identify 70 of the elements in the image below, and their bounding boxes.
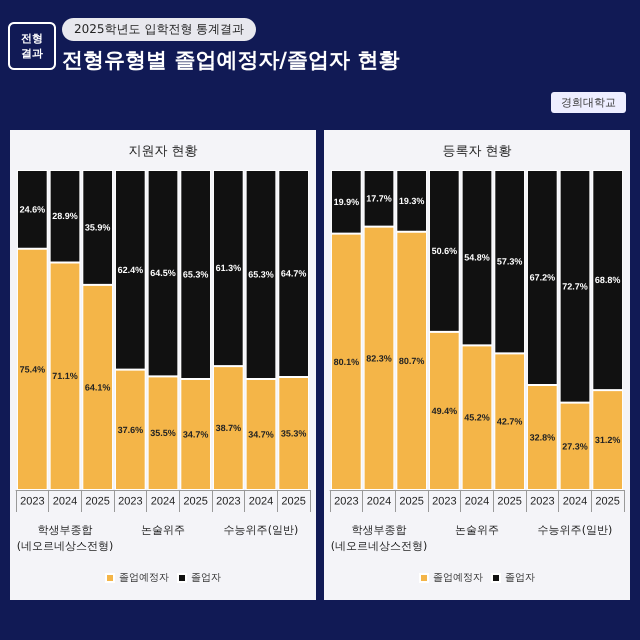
text: 학생부종합 (네오르네상스전형) — [16, 524, 114, 552]
x-tick-label: 2023 — [530, 496, 555, 508]
data-label: 49.4% — [432, 406, 458, 416]
text: 논술위주 — [141, 524, 185, 536]
x-tick-label: 2024 — [464, 496, 490, 508]
data-label: 19.9% — [334, 196, 360, 207]
data-label: 19.3% — [398, 196, 424, 206]
data-label: 35.3% — [280, 428, 306, 439]
data-label: 71.1% — [52, 371, 78, 382]
x-tick-label: 2025 — [85, 496, 110, 508]
x-tick-label: 2023 — [432, 496, 457, 508]
data-label: 72.7% — [562, 281, 588, 292]
x-tick-label: 2024 — [248, 496, 274, 508]
data-label: 80.7% — [398, 356, 424, 366]
data-label: 61.3% — [216, 263, 242, 274]
x-tick-label: 2024 — [562, 496, 588, 508]
data-label: 75.4% — [20, 364, 46, 374]
x-tick-label: 2025 — [183, 496, 208, 508]
data-label: 34.7% — [248, 429, 274, 440]
x-tick-label: 2025 — [595, 496, 620, 508]
data-label: 37.6% — [118, 424, 144, 435]
legend-label: 졸업자 — [191, 572, 221, 584]
data-label: 68.8% — [594, 275, 620, 286]
data-label: 57.3% — [496, 256, 522, 267]
data-label: 65.3% — [248, 269, 274, 280]
data-label: 24.6% — [20, 204, 46, 214]
data-label: 31.2% — [594, 435, 620, 446]
x-tick-label: 2024 — [150, 496, 176, 508]
data-label: 64.1% — [84, 382, 110, 392]
data-label: 67.2% — [530, 272, 556, 283]
data-label: 42.7% — [496, 416, 522, 427]
data-label: 45.2% — [464, 412, 490, 423]
data-label: 35.9% — [84, 222, 110, 232]
x-tick-label: 2023 — [20, 496, 45, 508]
text: 전형결과 — [20, 31, 44, 61]
data-label: 64.7% — [280, 268, 306, 279]
text: 학생부종합 (네오르네상스전형) — [330, 524, 428, 552]
x-tick-label: 2024 — [52, 496, 78, 508]
x-tick-label: 2023 — [216, 496, 241, 508]
data-label: 50.6% — [432, 246, 458, 256]
data-label: 17.7% — [366, 193, 392, 204]
text: 논술위주 — [455, 524, 499, 536]
data-label: 32.8% — [530, 432, 556, 443]
legend-label: 졸업예정자 — [433, 572, 483, 584]
data-label: 35.5% — [150, 428, 176, 438]
data-label: 80.1% — [334, 356, 360, 367]
chart-title: 등록자 현황 — [442, 144, 512, 159]
data-label: 82.3% — [366, 353, 392, 364]
text: 수능위주(일반) — [538, 524, 612, 536]
text: 경희대학교 — [551, 92, 626, 113]
data-label: 38.7% — [216, 423, 242, 434]
data-label: 54.8% — [464, 252, 490, 263]
x-tick-label: 2024 — [366, 496, 392, 508]
data-label: 65.3% — [182, 269, 208, 280]
text: 전형유형별 졸업예정자/졸업자 현황 — [62, 47, 400, 74]
legend-label: 졸업예정자 — [119, 572, 169, 584]
x-tick-label: 2025 — [497, 496, 522, 508]
x-tick-label: 2023 — [118, 496, 143, 508]
data-label: 34.7% — [182, 429, 208, 440]
legend-label: 졸업자 — [505, 572, 535, 584]
x-tick-label: 2025 — [399, 496, 424, 508]
data-label: 64.5% — [150, 268, 176, 278]
data-label: 27.3% — [562, 441, 588, 452]
chart-title: 지원자 현황 — [128, 144, 198, 159]
text: 2025학년도 입학전형 통계결과 — [62, 18, 256, 41]
x-tick-label: 2023 — [334, 496, 359, 508]
text: 수능위주(일반) — [224, 524, 298, 536]
data-label: 62.4% — [118, 264, 144, 275]
x-tick-label: 2025 — [281, 496, 306, 508]
data-label: 28.9% — [52, 211, 78, 222]
